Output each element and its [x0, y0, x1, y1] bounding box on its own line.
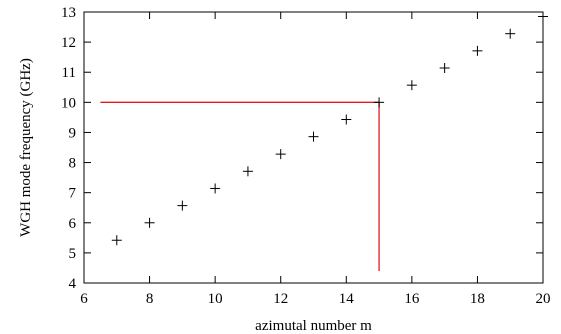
- y-tick-label: 7: [69, 186, 77, 202]
- x-tick-label: 6: [80, 291, 88, 307]
- data-point: [111, 235, 122, 246]
- data-point: [308, 131, 319, 142]
- y-tick-label: 13: [61, 5, 76, 21]
- y-axis-ticks: 4 5 6 7 8 9 10 11 12 13: [61, 5, 543, 292]
- data-point: [374, 97, 385, 108]
- data-point: [275, 149, 286, 160]
- y-tick-label: 4: [69, 276, 77, 292]
- data-point: [341, 114, 352, 125]
- guide-lines: [100, 101, 380, 271]
- y-tick-label: 6: [69, 216, 77, 232]
- x-axis-ticks: 6 8 10 12 14 16 18 20: [80, 12, 551, 307]
- data-point: [505, 28, 516, 39]
- data-point: [406, 80, 417, 91]
- x-tick-label: 16: [404, 291, 420, 307]
- data-point: [472, 45, 483, 56]
- y-tick-label: 10: [61, 95, 76, 111]
- y-axis-label: WGH mode frequency (GHz): [18, 58, 34, 237]
- data-point: [210, 183, 221, 194]
- y-tick-label: 5: [69, 246, 77, 262]
- x-tick-label: 8: [146, 291, 154, 307]
- x-axis-label: azimutal number m: [255, 318, 372, 334]
- data-point: [144, 217, 155, 228]
- y-tick-label: 11: [62, 65, 76, 81]
- y-tick-label: 8: [69, 156, 77, 172]
- data-point: [177, 200, 188, 211]
- data-points: [111, 11, 548, 246]
- data-point: [439, 63, 450, 74]
- x-tick-label: 14: [339, 291, 355, 307]
- x-tick-label: 10: [208, 291, 223, 307]
- y-tick-label: 12: [61, 35, 76, 51]
- x-tick-label: 20: [536, 291, 551, 307]
- plot-frame: [83, 11, 544, 284]
- x-tick-label: 18: [470, 291, 485, 307]
- y-tick-label: 9: [69, 125, 77, 141]
- data-point: [242, 166, 253, 177]
- x-tick-label: 12: [273, 291, 288, 307]
